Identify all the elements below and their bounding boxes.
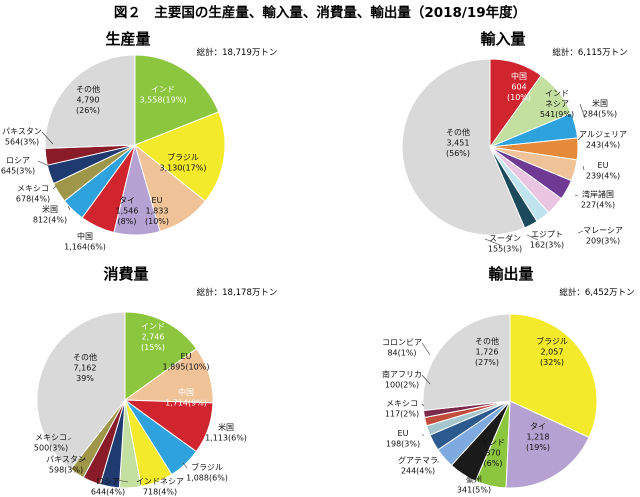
chart-title: 輸出量: [488, 265, 533, 283]
slice-label-9: コロンビア 84(1%): [382, 338, 422, 358]
slice-label-5: グアテマラ 244(4%): [398, 455, 438, 476]
leader-line: [67, 205, 71, 211]
leader-line: [421, 374, 431, 385]
leader-line: [111, 478, 129, 483]
slice-label-4: アルジェリア 243(4%): [579, 130, 627, 150]
slice-label-10: その他 3,451 (56%): [446, 127, 470, 158]
chart-title: 生産量: [105, 30, 150, 48]
leader-line: [574, 194, 579, 197]
slice-label-8: パキスタン 598(3%): [46, 455, 86, 475]
slice-label-5: ブラジル 1,088(6%): [186, 462, 228, 483]
leader-line: [77, 458, 87, 461]
chart-total-label: 総計：6,115万トン: [552, 47, 627, 58]
slice-label-10: その他 1,726 (27%): [475, 336, 499, 367]
slice-label-2: インドネシア 541(9%): [540, 89, 574, 119]
leader-line: [577, 230, 584, 234]
slice-label-6: 湾岸諸国 227(4%): [581, 189, 615, 210]
pie-slice-1: [124, 311, 198, 401]
slice-label-4: 豪州 341(5%): [457, 474, 491, 495]
slice-label-2: ブラジル 3,130(17%): [160, 152, 207, 173]
slice-label-10: その他 4,790 (26%): [76, 84, 100, 115]
leader-line: [421, 342, 431, 356]
leader-line: [577, 134, 584, 141]
chart-total-label: 総計：18,178万トン: [197, 287, 278, 298]
slice-label-3: インド 370 (6%): [481, 438, 505, 468]
slice-label-6: インドネシア 718(4%): [136, 477, 184, 497]
pie-slice-2: [505, 400, 590, 489]
slice-label-6: 米国 812(4%): [33, 204, 67, 225]
slice-label-9: メキシコ 500(3%): [34, 433, 68, 453]
slice-label-8: ロシア 645(3%): [1, 156, 35, 176]
pie-slice-10: [44, 54, 136, 149]
leader-line: [67, 437, 72, 441]
slice-label-1: 中国 604 (10%): [507, 71, 531, 102]
slice-label-6: EU 198(3%): [386, 429, 420, 449]
slice-label-8: エジプト 162(3%): [530, 230, 564, 250]
pie-slice-1: [134, 54, 220, 146]
slice-label-10: その他 7,162 39%: [73, 352, 97, 383]
leader-line: [41, 131, 54, 145]
slice-label-7: メキシコ 117(2%): [385, 399, 419, 419]
chart-total-label: 総計：6,452万トン: [559, 287, 634, 298]
slice-label-5: 中国 1,164(6%): [64, 231, 106, 252]
leader-line: [182, 462, 188, 469]
slice-label-5: EU 239(4%): [586, 161, 620, 181]
pie-slice-10: [36, 311, 126, 470]
chart-total-label: 総計：18,719万トン: [197, 47, 278, 58]
pie-slice-2: [134, 111, 226, 202]
slice-label-4: タイ 1,546 (8%): [116, 196, 139, 226]
pie-slice-10: [401, 58, 526, 236]
pie-slice-10: [422, 313, 511, 412]
leader-line: [37, 160, 50, 167]
leader-line: [526, 234, 539, 241]
figure-title: 図２ 主要国の生産量、輸入量、消費量、輸出量（2018/19年度）: [114, 4, 526, 21]
slice-label-3: EU 1,833 (10%): [145, 196, 169, 226]
leader-line: [579, 103, 586, 119]
slice-label-2: タイ 1,218 (19%): [526, 422, 550, 452]
slice-label-1: インド 3,558(19%): [140, 85, 187, 105]
slice-label-4: 米国 1,113(6%): [205, 422, 247, 443]
slice-label-1: ブラジル 2,057 (32%): [536, 336, 568, 367]
slice-label-1: インド 2,746 (15%): [141, 322, 165, 352]
leader-line: [421, 403, 425, 407]
slice-label-3: 中国 1,714(9%): [165, 387, 207, 408]
slice-label-8: 南アフリカ 100(2%): [382, 369, 422, 390]
slice-label-2: EU 1,895(10%): [163, 352, 210, 372]
slice-label-7: メキシコ 678(4%): [16, 184, 50, 204]
leader-line: [52, 185, 57, 190]
slice-label-7: ロシア 644(4%): [91, 477, 125, 497]
pie-slice-1: [509, 313, 598, 439]
leader-line: [582, 165, 585, 171]
chart-title: 消費量: [103, 265, 148, 283]
slice-label-9: スーダン 155(3%): [488, 233, 522, 254]
slice-label-3: 米国 284(5%): [583, 98, 617, 119]
chart-title: 輸入量: [480, 30, 525, 48]
slice-label-7: マレーシア 209(3%): [583, 226, 623, 246]
slice-label-9: パキスタン 564(3%): [2, 127, 42, 147]
leader-line: [484, 238, 501, 246]
